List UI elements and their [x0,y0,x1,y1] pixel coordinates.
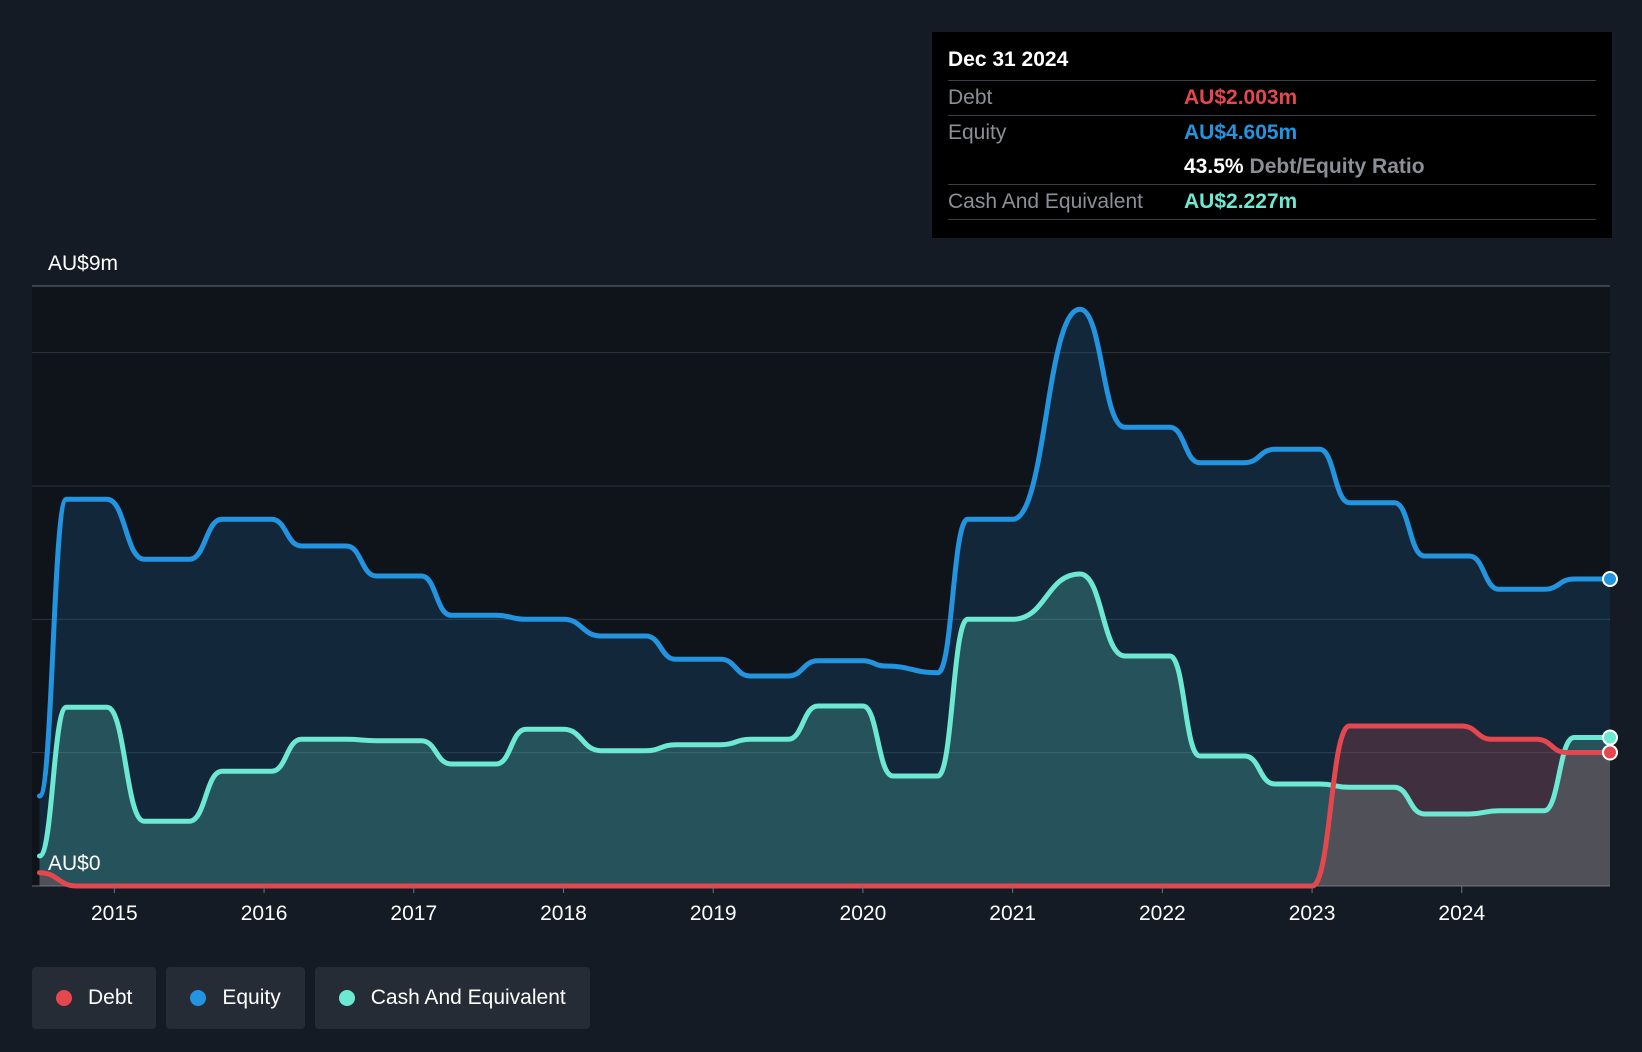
legend-debt-label: Debt [88,986,133,1009]
series-lines [37,306,1613,889]
x-tick-label: 2021 [989,902,1036,925]
x-tick-label: 2019 [690,902,737,925]
x-tick-label: 2015 [91,902,138,925]
cash-dot-icon [338,990,355,1006]
series-areas [39,309,1610,886]
equity-line [37,306,1613,799]
x-axis-ticks: 2015 2016 2017 2018 2019 2020 2021 2022 2023 2024 [91,886,1485,925]
cash-line [37,571,1613,859]
cash-endpoint [1602,729,1618,746]
tooltip-row-debt: Debt AU$2.003m [948,81,1596,116]
y-axis-top-label: AU$9m [48,252,118,275]
equity-area [39,309,1610,886]
legend-item-cash[interactable]: Cash And Equivalent [314,967,590,1029]
tooltip-ratio-value: 43.5% [1184,155,1244,178]
debt-area [39,726,1610,886]
tooltip-row-cash: Cash And Equivalent AU$2.227m [948,185,1596,220]
tooltip-debt-value: AU$2.003m [1184,86,1298,109]
x-tick-label: 2017 [390,902,437,925]
debt-endpoint [1602,744,1618,761]
tooltip-cash-label: Cash And Equivalent [948,190,1143,213]
legend-equity-label: Equity [222,986,281,1009]
legend-item-equity[interactable]: Equity [166,967,305,1029]
x-tick-label: 2020 [840,902,887,925]
tooltip-row-equity: Equity AU$4.605m [948,116,1596,150]
y-axis-bottom-label: AU$0 [48,852,101,875]
tooltip-equity-label: Equity [948,121,1007,144]
tooltip-ratio-label: Debt/Equity Ratio [1249,155,1425,178]
debt-dot-icon [56,990,72,1006]
legend-item-debt[interactable]: Debt [32,967,157,1029]
x-tick-label: 2018 [540,902,587,925]
x-tick-label: 2016 [241,902,288,925]
x-tick-label: 2022 [1139,902,1186,925]
x-tick-label: 2023 [1289,902,1336,925]
cash-area [39,574,1610,886]
equity-dot-icon [190,990,207,1006]
series-endpoints [1602,571,1618,761]
tooltip-equity-value: AU$4.605m [1184,121,1298,144]
tooltip: Dec 31 2024 Debt AU$2.003m Equity AU$4.6… [932,32,1612,238]
x-tick-label: 2024 [1438,902,1485,925]
tooltip-debt-label: Debt [948,86,993,109]
legend: Debt Equity Cash And Equivalent [32,967,590,1029]
tooltip-date: Dec 31 2024 [948,46,1596,81]
tooltip-cash-value: AU$2.227m [1184,190,1298,213]
debt-line [37,723,1613,889]
tooltip-row-ratio: 43.5% Debt/Equity Ratio [948,150,1596,185]
legend-cash-label: Cash And Equivalent [370,986,566,1009]
equity-endpoint [1602,571,1618,587]
